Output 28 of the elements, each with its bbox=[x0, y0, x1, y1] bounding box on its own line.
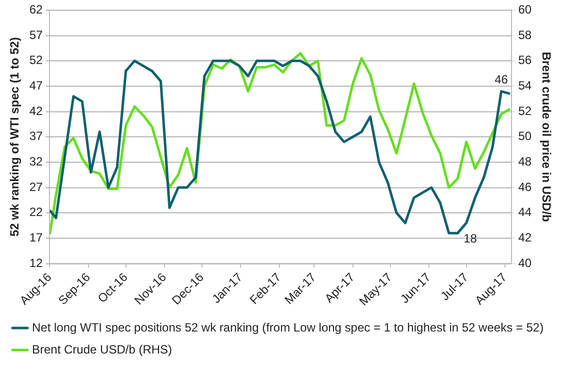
y2-tick-label: 60 bbox=[518, 2, 532, 17]
y-tick-label: 47 bbox=[29, 78, 44, 93]
y-tick-label: 42 bbox=[29, 104, 44, 118]
y-axis-title: 52 wk ranking of WTI spec (1 to 52) bbox=[8, 37, 22, 237]
y2-axis-title: Brent crude oil price in USD/b bbox=[539, 52, 554, 222]
y-tick-label: 17 bbox=[29, 230, 44, 245]
legend-label: Brent Crude USD/b (RHS) bbox=[32, 342, 172, 356]
annotation: 46 bbox=[494, 72, 508, 87]
y-tick-label: 57 bbox=[29, 28, 44, 42]
y-tick-label: 32 bbox=[29, 154, 44, 169]
y2-tick-label: 48 bbox=[518, 154, 532, 169]
legend-label: Net long WTI spec positions 52 wk ranking (from Low long spec = 1 to highest in 52 weeks = 52) bbox=[32, 320, 544, 334]
y2-tick-label: 40 bbox=[518, 256, 532, 270]
y-tick-label: 12 bbox=[29, 256, 44, 270]
y2-tick-label: 56 bbox=[518, 53, 532, 68]
annotation: 18 bbox=[464, 231, 478, 246]
y2-tick-label: 46 bbox=[518, 180, 532, 194]
y-tick-label: 27 bbox=[29, 180, 44, 194]
y-tick-label: 52 bbox=[29, 53, 44, 68]
y2-tick-label: 42 bbox=[518, 230, 532, 245]
y-tick-label: 62 bbox=[29, 2, 44, 17]
y2-tick-label: 50 bbox=[518, 129, 532, 144]
y2-tick-label: 44 bbox=[518, 205, 532, 220]
y-tick-label: 37 bbox=[29, 129, 44, 144]
y2-tick-label: 52 bbox=[518, 104, 532, 118]
y2-tick-label: 54 bbox=[518, 78, 532, 93]
y-tick-label: 22 bbox=[29, 205, 44, 220]
y2-tick-label: 58 bbox=[518, 28, 532, 42]
